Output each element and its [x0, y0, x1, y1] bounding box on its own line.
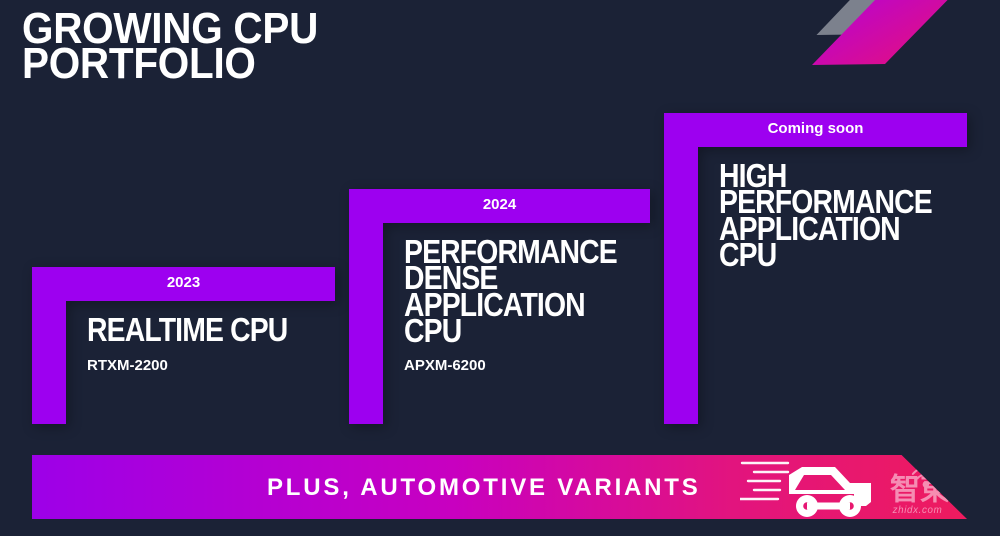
- svg-text:zhidx.com: zhidx.com: [892, 505, 943, 516]
- svg-text:智東西: 智東西: [890, 473, 980, 506]
